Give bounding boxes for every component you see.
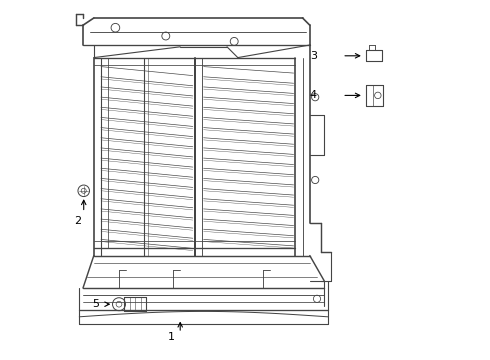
Text: 5: 5	[92, 299, 99, 309]
Text: 4: 4	[310, 90, 317, 100]
Text: 2: 2	[74, 216, 81, 226]
Text: 3: 3	[310, 51, 317, 61]
Text: 1: 1	[168, 332, 175, 342]
